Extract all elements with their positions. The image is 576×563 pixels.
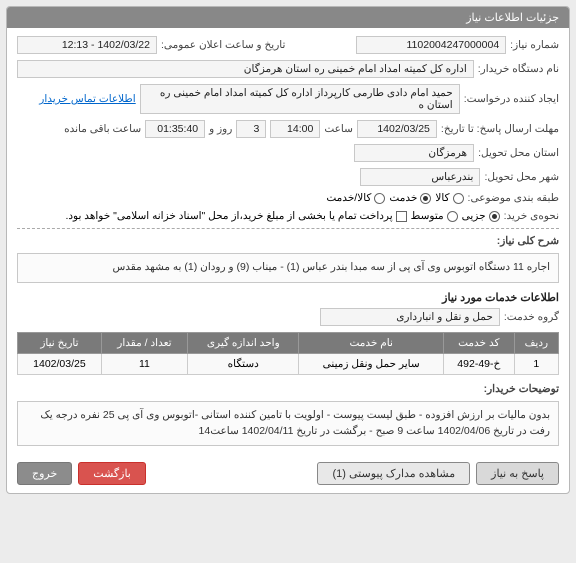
td-3: دستگاه	[188, 353, 299, 374]
radio-khadamat-icon	[420, 193, 431, 204]
view-docs-button[interactable]: مشاهده مدارک پیوستی (1)	[317, 462, 470, 485]
td-5: 1402/03/25	[18, 353, 102, 374]
radio-jozei-label: جزیی	[462, 210, 486, 222]
radio-motevasset[interactable]: متوسط	[411, 210, 458, 222]
label-deadline: مهلت ارسال پاسخ: تا تاریخ:	[441, 123, 559, 135]
radio-kala-icon	[453, 193, 464, 204]
td-4: 11	[101, 353, 187, 374]
radio-khadamat[interactable]: خدمت	[389, 192, 431, 204]
label-subject: شرح کلی نیاز:	[497, 235, 559, 247]
panel-title: جزئیات اطلاعات نیاز	[7, 7, 569, 28]
td-1: خ-49-492	[443, 353, 514, 374]
contact-link[interactable]: اطلاعات تماس خریدار	[39, 93, 135, 105]
panel-body: شماره نیاز: 1102004247000004 تاریخ و ساع…	[7, 28, 569, 454]
field-deadline-date: 1402/03/25	[357, 120, 437, 138]
check-treasury-label: پرداخت تمام یا بخشی از مبلغ خرید،از محل …	[65, 210, 392, 222]
button-row: پاسخ به نیاز مشاهده مدارک پیوستی (1) باز…	[7, 454, 569, 493]
label-saat-1: ساعت	[324, 123, 353, 135]
td-0: 1	[514, 353, 558, 374]
radio-kala[interactable]: کالا	[435, 192, 463, 204]
separator	[17, 228, 559, 229]
th-2: نام خدمت	[299, 332, 443, 353]
field-announce-date: 1402/03/22 - 12:13	[17, 36, 157, 54]
subject-box: اجاره 11 دستگاه اتوبوس وی آی پی از سه مب…	[17, 253, 559, 283]
label-city: شهر محل تحویل:	[484, 171, 559, 183]
label-contract: نحوه‌ی خرید:	[504, 210, 559, 222]
back-button[interactable]: بازگشت	[78, 462, 146, 485]
field-remain-time: 01:35:40	[145, 120, 205, 138]
th-1: کد خدمت	[443, 332, 514, 353]
radio-jozei-icon	[489, 211, 500, 222]
services-table: ردیف کد خدمت نام خدمت واحد اندازه گیری ت…	[17, 332, 559, 375]
td-2: سایر حمل ونقل زمینی	[299, 353, 443, 374]
radio-khadamat-label: خدمت	[389, 192, 417, 204]
table-header-row: ردیف کد خدمت نام خدمت واحد اندازه گیری ت…	[18, 332, 559, 353]
check-treasury-box	[396, 211, 407, 222]
label-buyer-notes: توضیحات خریدار:	[484, 383, 559, 395]
radio-kala-khadamat-icon	[374, 193, 385, 204]
field-deadline-time: 14:00	[270, 120, 320, 138]
field-city: بندرعباس	[360, 168, 480, 186]
radio-motevasset-label: متوسط	[411, 210, 444, 222]
services-heading: اطلاعات خدمات مورد نیاز	[17, 291, 559, 304]
table-row: 1 خ-49-492 سایر حمل ونقل زمینی دستگاه 11…	[18, 353, 559, 374]
label-service-group: گروه خدمت:	[504, 311, 559, 323]
th-3: واحد اندازه گیری	[188, 332, 299, 353]
main-panel: جزئیات اطلاعات نیاز شماره نیاز: 11020042…	[6, 6, 570, 494]
exit-button[interactable]: خروج	[17, 462, 72, 485]
field-buyer-org: اداره کل کمیته امداد امام خمینی ره استان…	[17, 60, 474, 78]
label-niaz-no: شماره نیاز:	[510, 39, 559, 51]
radio-kala-khadamat-label: کالا/خدمت	[326, 192, 371, 204]
buyer-notes-box: بدون مالیات بر ارزش افزوده - طبق لیست پی…	[17, 401, 559, 447]
th-0: ردیف	[514, 332, 558, 353]
radio-motevasset-icon	[447, 211, 458, 222]
field-remain-days: 3	[236, 120, 266, 138]
th-4: تعداد / مقدار	[101, 332, 187, 353]
check-treasury[interactable]: پرداخت تمام یا بخشی از مبلغ خرید،از محل …	[65, 210, 406, 222]
label-category: طبقه بندی موضوعی:	[468, 192, 559, 204]
field-province: هرمزگان	[354, 144, 474, 162]
field-creator: حمید امام دادی طارمی کارپرداز اداره کل ک…	[140, 84, 460, 114]
th-5: تاریخ نیاز	[18, 332, 102, 353]
label-creator: ایجاد کننده درخواست:	[464, 93, 559, 105]
field-service-group: حمل و نقل و انبارداری	[320, 308, 500, 326]
label-buyer-org: نام دستگاه خریدار:	[478, 63, 559, 75]
respond-button[interactable]: پاسخ به نیاز	[476, 462, 559, 485]
radio-kala-label: کالا	[435, 192, 449, 204]
field-niaz-no: 1102004247000004	[356, 36, 506, 54]
radio-jozei[interactable]: جزیی	[462, 210, 500, 222]
radio-kala-khadamat[interactable]: کالا/خدمت	[326, 192, 385, 204]
label-rooz: روز و	[209, 123, 232, 135]
label-province: استان محل تحویل:	[478, 147, 559, 159]
label-remain: ساعت باقی مانده	[64, 123, 141, 135]
label-announce-date: تاریخ و ساعت اعلان عمومی:	[161, 39, 285, 51]
